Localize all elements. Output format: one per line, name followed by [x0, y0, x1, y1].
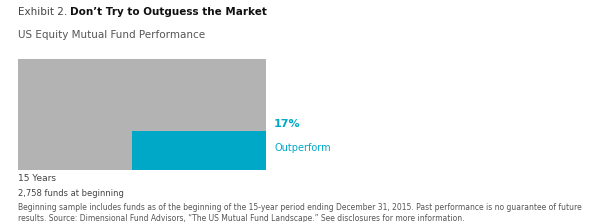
- Text: Don’t Try to Outguess the Market: Don’t Try to Outguess the Market: [70, 7, 267, 17]
- Text: Outperform: Outperform: [274, 143, 331, 153]
- Text: Exhibit 2.: Exhibit 2.: [18, 7, 67, 17]
- Text: US Equity Mutual Fund Performance: US Equity Mutual Fund Performance: [18, 30, 206, 40]
- Text: 15 Years: 15 Years: [18, 174, 56, 183]
- Bar: [18, 59, 266, 170]
- Text: results. Source: Dimensional Fund Advisors, “The US Mutual Fund Landscape.” See : results. Source: Dimensional Fund Adviso…: [18, 214, 465, 222]
- Text: 17%: 17%: [274, 119, 301, 129]
- Text: Beginning sample includes funds as of the beginning of the 15-year period ending: Beginning sample includes funds as of th…: [18, 203, 582, 212]
- Bar: [132, 131, 266, 170]
- Text: 2,758 funds at beginning: 2,758 funds at beginning: [18, 189, 124, 198]
